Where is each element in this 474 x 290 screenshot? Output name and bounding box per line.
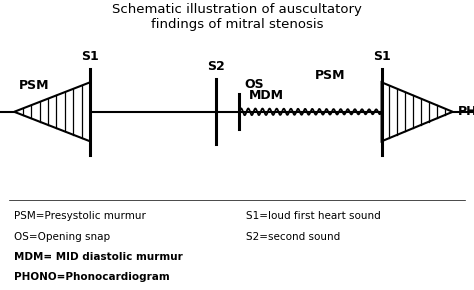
Text: Schematic illustration of auscultatory
findings of mitral stenosis: Schematic illustration of auscultatory f… [112,3,362,31]
Text: S1: S1 [373,50,391,63]
Text: OS=Opening snap: OS=Opening snap [14,231,110,242]
Text: S1: S1 [81,50,99,63]
Text: S1=loud first heart sound: S1=loud first heart sound [246,211,381,221]
Text: S2=second sound: S2=second sound [246,231,341,242]
Text: S2: S2 [207,60,225,73]
Text: PHONO=Phonocardiogram: PHONO=Phonocardiogram [14,272,170,282]
Text: PSM: PSM [315,69,346,82]
Text: OS: OS [244,78,264,91]
Polygon shape [382,82,453,141]
Polygon shape [14,82,90,141]
Text: PHONO: PHONO [457,105,474,118]
Text: MDM= MID diastolic murmur: MDM= MID diastolic murmur [14,252,183,262]
Text: PSM: PSM [19,79,49,93]
Text: PSM=Presystolic murmur: PSM=Presystolic murmur [14,211,146,221]
Text: MDM: MDM [249,89,284,102]
